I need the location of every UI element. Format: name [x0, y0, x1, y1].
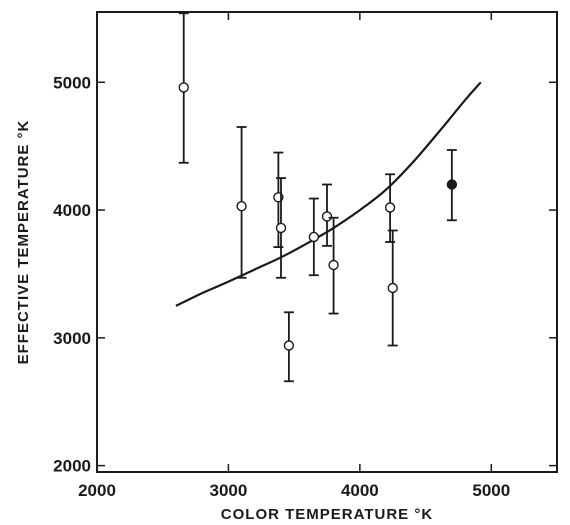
point-marker	[328, 259, 339, 271]
y-tick-label: 2000	[53, 457, 91, 476]
x-axis-title: COLOR TEMPERATURE °K	[221, 506, 433, 523]
y-tick-label: 5000	[53, 73, 91, 92]
fit-curve	[175, 81, 482, 307]
axis-ticks: 2000 3000 4000 5000 2000 3000 4000 5000	[53, 12, 557, 500]
curve-layer	[175, 81, 482, 307]
point-marker	[446, 179, 458, 190]
point-marker	[387, 282, 398, 294]
y-axis-title: EFFECTIVE TEMPERATURE °K	[15, 120, 32, 365]
data-point	[328, 216, 339, 315]
point-marker	[321, 211, 333, 222]
data-point	[178, 12, 189, 164]
points-layer	[178, 12, 458, 383]
data-point	[446, 149, 458, 222]
data-point	[275, 177, 287, 279]
y-tick-label: 4000	[53, 201, 91, 220]
data-point	[308, 197, 320, 277]
point-marker	[275, 222, 287, 234]
point-marker	[178, 82, 189, 93]
data-point	[283, 311, 295, 383]
point-marker	[308, 231, 320, 243]
x-tick-label: 3000	[210, 481, 248, 500]
data-point	[236, 126, 247, 279]
x-tick-label: 5000	[472, 481, 510, 500]
plot-frame	[96, 11, 558, 473]
x-tick-label: 4000	[341, 481, 379, 500]
x-tick-label: 2000	[78, 481, 116, 500]
point-marker	[384, 202, 396, 213]
data-point	[321, 183, 333, 247]
data-point	[387, 229, 398, 347]
point-marker	[236, 201, 247, 212]
point-marker	[283, 340, 295, 351]
y-tick-label: 3000	[53, 329, 91, 348]
